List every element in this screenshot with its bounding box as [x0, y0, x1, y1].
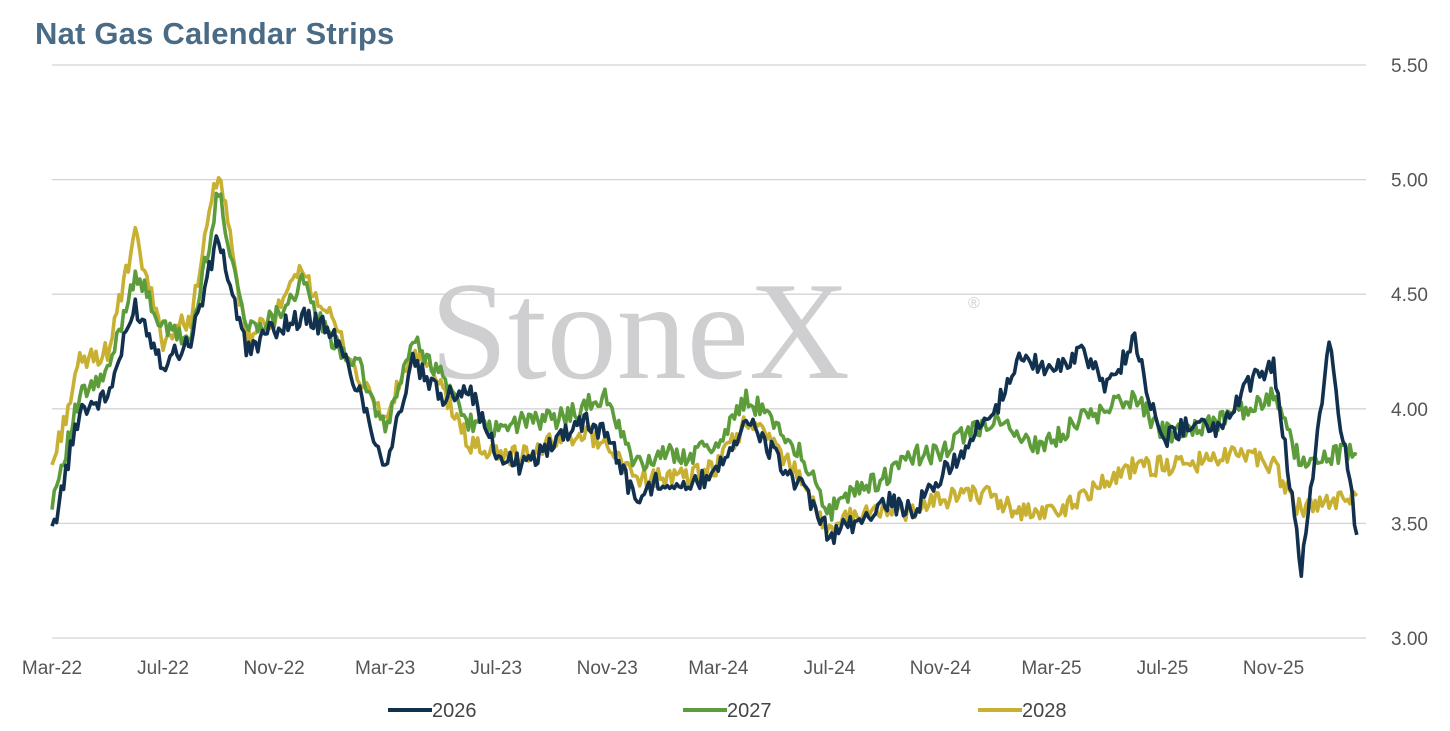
x-tick-label: Nov-24	[910, 658, 972, 679]
series-line-2027	[50, 191, 1358, 522]
x-tick-label: Mar-24	[688, 658, 749, 679]
x-tick-label: Jul-24	[803, 658, 855, 679]
x-tick-label: Nov-25	[1243, 658, 1304, 679]
series-lines	[50, 176, 1359, 578]
y-tick-label: 3.00	[1391, 629, 1428, 650]
legend-label-2026: 2026	[432, 700, 477, 722]
y-axis-ticks: 3.00 3.50 4.00 4.50 5.00 5.50	[1391, 56, 1428, 650]
x-tick-label: Jul-23	[470, 658, 522, 679]
y-tick-label: 4.00	[1391, 400, 1428, 421]
legend-label-2027: 2027	[727, 700, 772, 722]
x-tick-label: Jul-25	[1137, 658, 1189, 679]
x-tick-label: Jul-22	[137, 658, 189, 679]
gridlines	[52, 64, 1366, 639]
y-tick-label: 5.00	[1391, 171, 1428, 192]
x-tick-label: Nov-22	[243, 658, 304, 679]
y-tick-label: 5.50	[1391, 56, 1428, 77]
watermark-registered-mark: ®	[968, 295, 980, 312]
y-tick-label: 4.50	[1391, 285, 1428, 306]
x-tick-label: Nov-23	[577, 658, 638, 679]
y-tick-label: 3.50	[1391, 514, 1428, 535]
legend: 2026 2027 2028	[388, 700, 1067, 722]
legend-label-2028: 2028	[1022, 700, 1067, 722]
chart-title: Nat Gas Calendar Strips	[35, 16, 395, 51]
x-tick-label: Mar-23	[355, 658, 415, 679]
x-tick-label: Mar-22	[22, 658, 82, 679]
x-tick-label: Mar-25	[1021, 658, 1081, 679]
watermark-logo: StoneX	[430, 254, 850, 409]
x-axis-ticks: Mar-22 Jul-22 Nov-22 Mar-23 Jul-23 Nov-23 Mar-…	[22, 658, 1304, 679]
series-line-2026	[50, 234, 1359, 578]
